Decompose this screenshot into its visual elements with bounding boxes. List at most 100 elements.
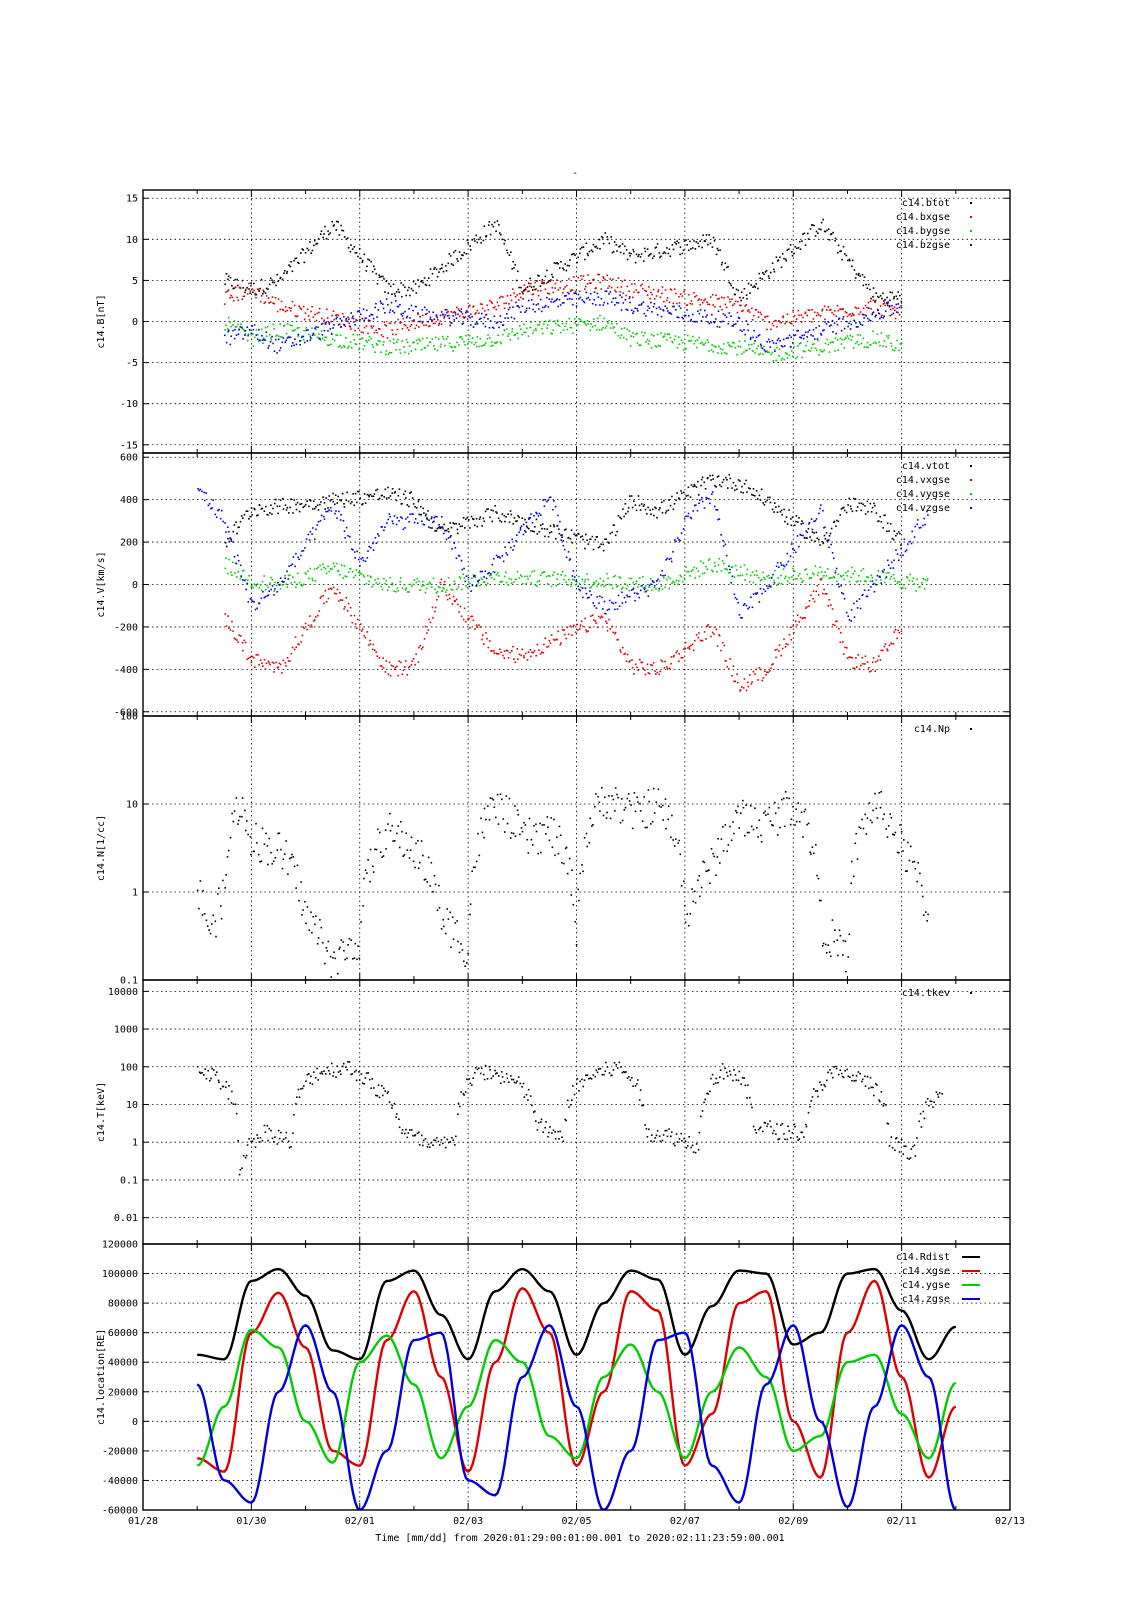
data-point (644, 591, 646, 593)
data-point (315, 528, 317, 531)
data-point (791, 516, 794, 519)
data-point (880, 582, 882, 584)
data-point (745, 294, 748, 296)
data-point (616, 286, 619, 289)
data-point (385, 660, 387, 662)
data-point (661, 588, 664, 591)
data-point (241, 326, 243, 329)
data-point (232, 541, 234, 543)
data-point (717, 838, 719, 840)
data-point (485, 632, 487, 634)
data-point (327, 510, 329, 513)
data-point (786, 797, 788, 799)
data-point (517, 337, 520, 340)
data-point (853, 497, 855, 500)
data-point (698, 502, 700, 504)
data-point (491, 563, 494, 566)
data-point (467, 581, 470, 583)
data-point (604, 538, 606, 540)
data-point (437, 527, 440, 529)
data-point (659, 670, 661, 673)
data-point (429, 325, 431, 327)
data-point (227, 278, 229, 281)
data-point (353, 338, 355, 341)
data-point (707, 624, 709, 626)
data-point (279, 308, 281, 311)
data-point (913, 536, 916, 538)
data-point (427, 856, 430, 859)
data-point (767, 351, 769, 353)
data-point (806, 314, 808, 317)
data-point (329, 499, 331, 502)
data-point (554, 300, 556, 302)
data-point (597, 296, 600, 298)
data-point (540, 524, 542, 527)
data-point (790, 524, 793, 527)
data-point (299, 340, 301, 342)
data-point (505, 795, 508, 797)
data-point (233, 637, 236, 639)
y-tick-label: 0 (132, 580, 138, 591)
data-point (780, 322, 783, 324)
data-point (532, 308, 534, 311)
data-point (817, 877, 820, 880)
data-point (734, 300, 737, 303)
data-point (642, 301, 645, 303)
y-axis-label: c14.V[km/s] (96, 551, 107, 617)
data-point (856, 666, 858, 668)
data-point (465, 585, 467, 587)
data-point (311, 305, 313, 308)
data-point (476, 309, 479, 312)
data-point (253, 324, 256, 326)
data-point (778, 354, 780, 357)
data-point (368, 580, 370, 583)
data-point (654, 247, 657, 249)
data-point (591, 302, 594, 305)
data-point (349, 606, 352, 609)
data-point (698, 245, 700, 248)
data-point (713, 345, 716, 347)
data-point (660, 806, 662, 808)
data-point (454, 922, 457, 924)
data-point (822, 942, 825, 945)
data-point (859, 580, 862, 582)
data-point (390, 351, 393, 354)
data-point (302, 549, 305, 552)
data-point (474, 866, 476, 869)
data-point (716, 509, 719, 511)
data-point (575, 292, 577, 294)
data-point (303, 583, 305, 586)
data-point (642, 667, 644, 669)
data-point (832, 231, 834, 234)
data-point (338, 948, 340, 950)
data-point (904, 550, 907, 553)
data-point (650, 583, 652, 585)
data-point (832, 331, 834, 333)
data-point (886, 335, 888, 337)
data-point (638, 304, 640, 306)
data-point (275, 335, 277, 337)
data-point (571, 298, 573, 300)
data-point (366, 493, 369, 496)
data-point (629, 301, 631, 304)
data-point (379, 831, 381, 834)
data-point (785, 643, 787, 645)
data-point (672, 305, 674, 308)
data-point (599, 595, 601, 598)
data-point (571, 289, 574, 291)
data-point (771, 351, 774, 354)
data-point (261, 334, 263, 337)
data-point (327, 344, 329, 347)
data-point (612, 575, 615, 578)
data-point (626, 584, 629, 587)
data-point (821, 308, 824, 311)
data-point (674, 335, 677, 337)
data-point (731, 487, 733, 489)
data-point (798, 343, 801, 345)
data-point (887, 337, 889, 339)
data-point (812, 343, 815, 345)
data-point (536, 280, 538, 282)
data-point (664, 333, 666, 335)
data-point (447, 530, 450, 533)
data-point (435, 336, 437, 339)
